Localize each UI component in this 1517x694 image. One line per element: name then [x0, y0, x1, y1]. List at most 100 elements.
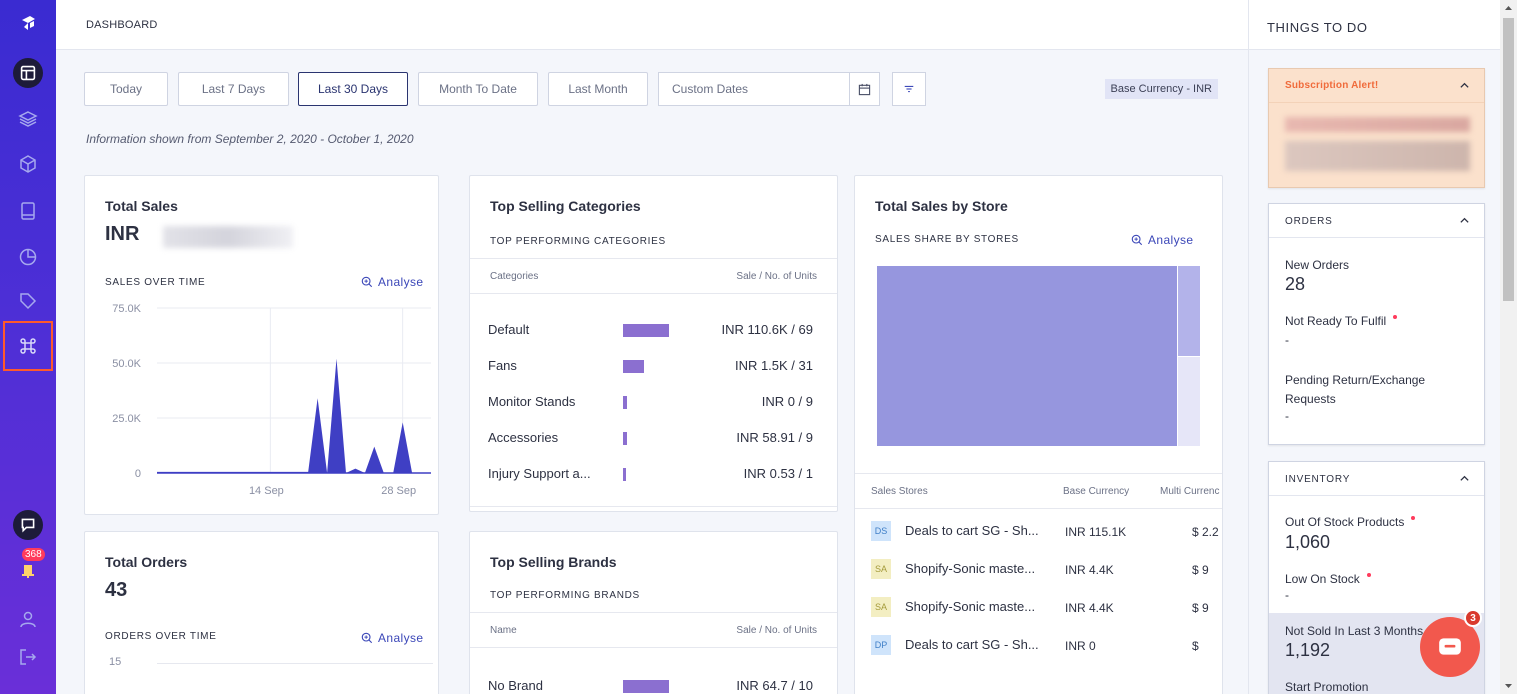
filter-month-to-date-button[interactable]: Month To Date: [418, 72, 538, 106]
filter-last-month-button[interactable]: Last Month: [548, 72, 648, 106]
subscription-alert-header[interactable]: Subscription Alert!: [1269, 69, 1484, 103]
treemap-block-2[interactable]: [1177, 266, 1200, 356]
row-value: INR 110.6K / 69: [721, 322, 813, 337]
inventory-panel-header[interactable]: INVENTORY: [1269, 462, 1484, 496]
top-brands-title: Top Selling Brands: [490, 554, 617, 570]
subscription-alert-title: Subscription Alert!: [1285, 80, 1379, 91]
low-on-stock-label[interactable]: Low On Stock: [1285, 572, 1371, 586]
orders-analyse-link[interactable]: Analyse: [361, 631, 424, 645]
low-on-stock-text: Low On Stock: [1285, 572, 1360, 586]
notification-icon[interactable]: 368: [0, 548, 56, 588]
store-avatar: DS: [871, 521, 891, 541]
store-name: Deals to cart SG - Sh...: [905, 637, 1039, 652]
total-orders-value: 43: [105, 579, 128, 601]
table-row[interactable]: DS Deals to cart SG - Sh... INR 115.1K $ 2.…: [855, 513, 1222, 551]
custom-dates-placeholder: Custom Dates: [672, 82, 749, 96]
logout-icon[interactable]: [0, 638, 56, 676]
card-divider: [470, 506, 837, 507]
total-sales-value-blurred: [163, 226, 293, 248]
filter-last-7-days-button[interactable]: Last 7 Days: [178, 72, 289, 106]
filter-last-30-days-button[interactable]: Last 30 Days: [298, 72, 408, 106]
filter-icon[interactable]: [892, 72, 926, 106]
table-row[interactable]: Injury Support a... INR 0.53 / 1: [470, 456, 837, 492]
things-to-do-header: THINGS TO DO: [1249, 0, 1501, 50]
orders-gridline: [157, 663, 433, 664]
top-categories-title: Top Selling Categories: [490, 198, 641, 214]
total-orders-card: Total Orders 43 ORDERS OVER TIME Analyse…: [84, 531, 439, 694]
alert-text-blurred: [1285, 117, 1470, 132]
new-orders-value: 28: [1285, 274, 1306, 294]
treemap-block-main[interactable]: [877, 266, 1177, 446]
row-bar: [623, 324, 669, 337]
table-row[interactable]: No Brand INR 64.7 / 10: [470, 668, 837, 694]
table-row[interactable]: Default INR 110.6K / 69: [470, 312, 837, 348]
box-icon[interactable]: [0, 145, 56, 183]
page-scrollbar[interactable]: [1500, 0, 1517, 694]
layers-icon[interactable]: [0, 100, 56, 138]
table-row[interactable]: Fans INR 1.5K / 31: [470, 348, 837, 384]
row-value: INR 64.7 / 10: [736, 678, 813, 693]
row-name: Injury Support a...: [488, 466, 591, 481]
book-icon[interactable]: [0, 192, 56, 230]
zoom-icon: [1131, 234, 1143, 246]
chat-badge: 3: [1464, 609, 1482, 627]
top-categories-card: Top Selling Categories TOP PERFORMING CA…: [469, 175, 838, 512]
table-row[interactable]: DP Deals to cart SG - Sh... INR 0 $: [855, 627, 1222, 665]
tag-icon[interactable]: [0, 282, 56, 320]
pending-returns-value: -: [1285, 409, 1289, 423]
start-promotion-link[interactable]: Start Promotion: [1285, 680, 1369, 694]
chat-icon[interactable]: [0, 506, 56, 544]
dashboard-icon[interactable]: [0, 54, 56, 92]
pie-chart-icon[interactable]: [0, 238, 56, 276]
zoom-icon: [361, 276, 373, 288]
table-row[interactable]: Accessories INR 58.91 / 9: [470, 420, 837, 456]
chevron-up-icon: [1460, 217, 1469, 223]
not-ready-label[interactable]: Not Ready To Fulfil: [1285, 314, 1398, 328]
row-bar: [623, 468, 626, 481]
row-value: INR 0.53 / 1: [743, 466, 813, 481]
x-tick-label: 14 Sep: [249, 485, 284, 497]
filter-today-button[interactable]: Today: [84, 72, 168, 106]
logo-icon[interactable]: [0, 4, 56, 42]
user-icon[interactable]: [0, 600, 56, 638]
row-name: Fans: [488, 358, 517, 373]
out-of-stock-label[interactable]: Out Of Stock Products: [1285, 515, 1416, 529]
orders-panel-header[interactable]: ORDERS: [1269, 204, 1484, 238]
alert-dot: [1366, 573, 1371, 577]
sales-by-store-title: Total Sales by Store: [875, 198, 1008, 214]
brands-col-name: Name: [490, 625, 517, 636]
pending-returns-label[interactable]: Pending Return/Exchange Requests: [1285, 373, 1426, 406]
row-value: INR 58.91 / 9: [736, 430, 813, 445]
things-to-do-title: THINGS TO DO: [1267, 20, 1368, 35]
total-sales-card: Total Sales INR SALES OVER TIME Analyse …: [84, 175, 439, 515]
treemap-block-3[interactable]: [1177, 356, 1200, 446]
new-orders-label[interactable]: New Orders: [1285, 258, 1350, 272]
x-tick-label: 28 Sep: [381, 485, 416, 497]
table-row[interactable]: SA Shopify-Sonic maste... INR 4.4K $ 9: [855, 589, 1222, 627]
custom-dates-input[interactable]: Custom Dates: [658, 72, 880, 106]
table-row[interactable]: SA Shopify-Sonic maste... INR 4.4K $ 9: [855, 551, 1222, 589]
sales-analyse-label: Analyse: [378, 275, 424, 289]
row-bar: [623, 432, 627, 445]
low-on-stock-value: -: [1285, 588, 1289, 602]
categories-table-header: Categories Sale / No. of Units: [470, 258, 837, 294]
not-sold-value: 1,192: [1285, 640, 1331, 660]
table-row[interactable]: Monitor Stands INR 0 / 9: [470, 384, 837, 420]
store-base-currency: INR 0: [1065, 639, 1096, 653]
support-chat-button[interactable]: [1420, 617, 1480, 677]
things-to-do-panel: THINGS TO DO Subscription Alert! ORDERS …: [1248, 0, 1501, 694]
orders-y-tick: 15: [109, 656, 122, 668]
chat-bubble-icon: [1439, 638, 1461, 655]
total-sales-title: Total Sales: [105, 198, 178, 214]
categories-col-value: Sale / No. of Units: [736, 271, 817, 282]
store-analyse-link[interactable]: Analyse: [1131, 233, 1194, 247]
sales-analyse-link[interactable]: Analyse: [361, 275, 424, 289]
calendar-icon[interactable]: [849, 73, 879, 105]
page-title: DASHBOARD: [86, 19, 158, 31]
row-name: No Brand: [488, 678, 543, 693]
scrollbar-thumb[interactable]: [1503, 18, 1514, 301]
sales-over-time-chart: 75.0K 50.0K 25.0K 0 14 Sep 28 Sep: [112, 303, 431, 497]
row-name: Accessories: [488, 430, 559, 445]
alert-dot: [1411, 516, 1416, 520]
command-icon[interactable]: [3, 321, 53, 371]
